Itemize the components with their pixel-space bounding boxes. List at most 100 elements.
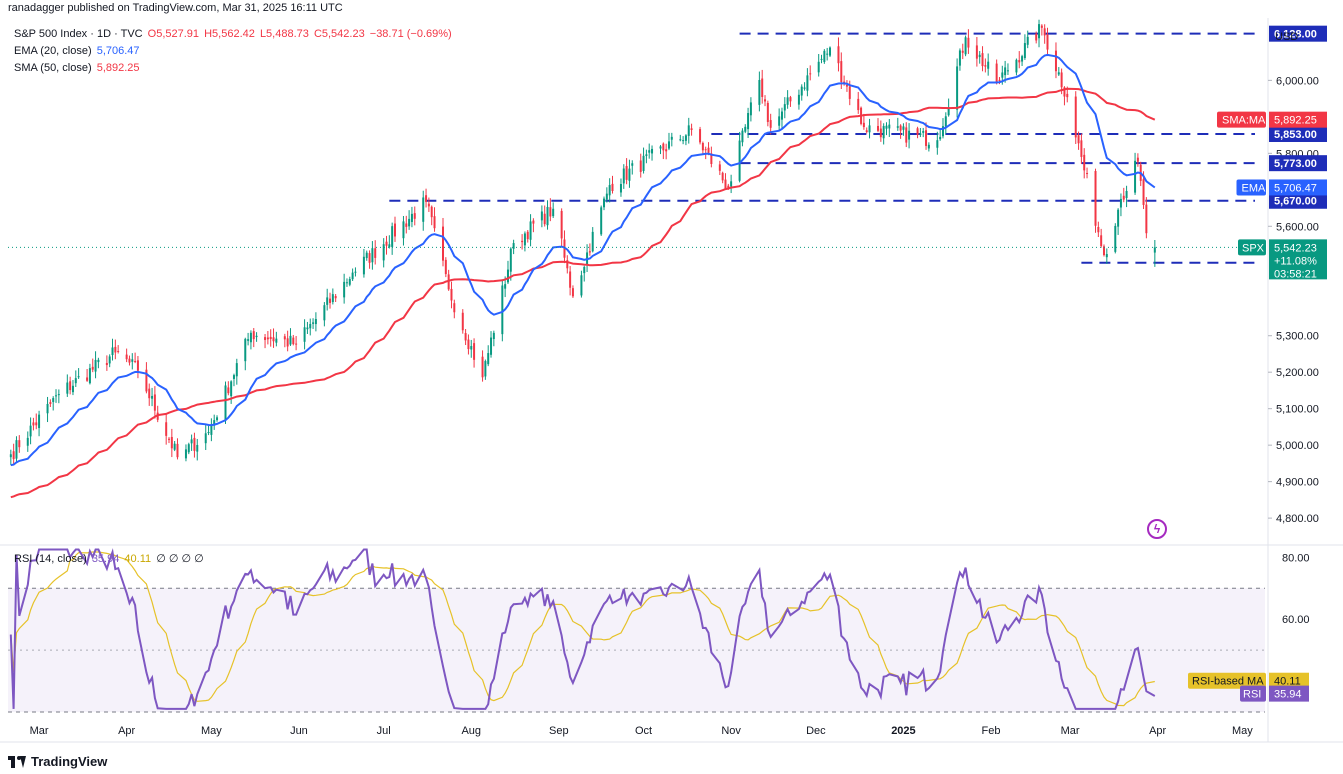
candle-body — [1023, 43, 1026, 59]
candle-body — [309, 323, 312, 329]
ma-tag-value-label: 5,892.25 — [1274, 115, 1317, 127]
candle-body — [1018, 60, 1021, 63]
candle-body — [560, 210, 563, 239]
candle-body — [272, 337, 275, 342]
candle-body — [128, 358, 131, 363]
change-value: −38.71 (−0.69%) — [369, 28, 452, 40]
candle-body — [569, 271, 572, 288]
sma-legend[interactable]: SMA (50, close) 5,892.25 — [14, 62, 142, 74]
candle-body — [961, 50, 964, 53]
candle-body — [764, 99, 767, 102]
candle-body — [52, 398, 55, 403]
candle-body — [947, 107, 950, 116]
candle-body — [741, 130, 744, 143]
candle-body — [588, 251, 591, 253]
candle-body — [148, 388, 151, 399]
candle-body — [1057, 72, 1060, 75]
candle-body — [619, 184, 622, 193]
candle-body — [710, 153, 713, 164]
candle-body — [427, 203, 430, 207]
candle-body — [125, 354, 128, 360]
candle-body — [334, 296, 337, 299]
candle-body — [580, 275, 583, 296]
candle-body — [704, 149, 707, 151]
candle-body — [718, 164, 721, 171]
candle-body — [26, 437, 29, 446]
candle-body — [326, 297, 329, 305]
candle-body — [662, 143, 665, 151]
time-tick-label: Sep — [549, 725, 569, 737]
candle-body — [286, 338, 289, 347]
candle-body — [944, 116, 947, 127]
candle-body — [747, 113, 750, 130]
candle-body — [571, 288, 574, 297]
rsi-ma-line — [10, 551, 1155, 707]
candle-body — [922, 130, 925, 133]
candle-body — [1026, 36, 1029, 45]
candle-body — [190, 439, 193, 444]
candle-body — [170, 436, 173, 449]
spx-tag-box — [1269, 239, 1327, 280]
candle-body — [136, 360, 139, 371]
time-tick-label: Jul — [377, 725, 391, 737]
candle-body — [806, 75, 809, 91]
candle-body — [35, 422, 38, 426]
candle-body — [1100, 235, 1103, 247]
level-tag — [1269, 155, 1327, 172]
ema-legend-label: EMA (20, close) — [14, 45, 92, 57]
ma-tag-name-label: EMA — [1242, 182, 1267, 194]
candle-body — [1066, 93, 1069, 98]
time-tick-label: Aug — [461, 725, 481, 737]
candle-body — [1117, 209, 1120, 227]
candle-body — [77, 376, 80, 378]
spx-tag-value: 5,542.23 — [1274, 242, 1317, 254]
candle-body — [1125, 190, 1128, 199]
rsima-tag-name — [1188, 672, 1266, 689]
candle-body — [1094, 171, 1097, 226]
currency-label[interactable]: USD — [1275, 31, 1299, 43]
lightning-icon[interactable]: ϟ — [1147, 519, 1167, 539]
ma-tag-value — [1269, 179, 1327, 196]
ema-legend[interactable]: EMA (20, close) 5,706.47 — [14, 45, 142, 57]
main-legend[interactable]: S&P 500 Index · 1D · TVC O5,527.91 H5,56… — [14, 28, 454, 40]
level-tag-label: 5,773.00 — [1274, 158, 1317, 170]
candle-body — [769, 120, 772, 128]
candle-body — [216, 417, 219, 421]
candle-body — [667, 141, 670, 149]
rsi-legend[interactable]: RSI (14, close) 35.94 40.11 ∅ ∅ ∅ ∅ — [14, 552, 206, 565]
candle-body — [1083, 154, 1086, 171]
symbol-label: S&P 500 Index · 1D · TVC — [14, 28, 143, 40]
candle-body — [331, 294, 334, 303]
candle-body — [1015, 59, 1018, 73]
price-tick-label: 5,200.00 — [1276, 367, 1319, 379]
candle-body — [523, 233, 526, 246]
rsima-tag-value-label: 40.11 — [1274, 676, 1301, 688]
candle-body — [540, 211, 543, 221]
candle-body — [828, 47, 831, 56]
rsi-tick-label: 80.00 — [1282, 552, 1310, 564]
level-tag — [1269, 192, 1327, 209]
rsi-legend-label: RSI (14, close) — [14, 553, 87, 565]
candle-body — [292, 337, 295, 345]
candle-body — [91, 366, 94, 370]
tradingview-footer[interactable]: TradingView — [8, 754, 107, 769]
candles-group — [9, 19, 1156, 466]
candle-body — [114, 346, 117, 353]
candle-body — [481, 356, 484, 378]
candle-body — [504, 284, 507, 289]
candle-body — [628, 168, 631, 181]
time-tick-label: May — [201, 725, 222, 737]
candle-body — [1142, 179, 1145, 205]
ma-tag-name-label: SMA:MA — [1222, 115, 1266, 127]
candle-body — [552, 208, 555, 217]
candle-body — [447, 274, 450, 290]
candle-body — [55, 395, 58, 397]
candle-body — [453, 303, 456, 313]
candle-body — [295, 343, 298, 345]
candle-body — [210, 425, 213, 435]
candle-body — [690, 128, 693, 130]
candle-body — [820, 58, 823, 60]
candle-body — [1136, 157, 1139, 162]
candle-body — [789, 97, 792, 102]
candle-body — [193, 437, 196, 451]
